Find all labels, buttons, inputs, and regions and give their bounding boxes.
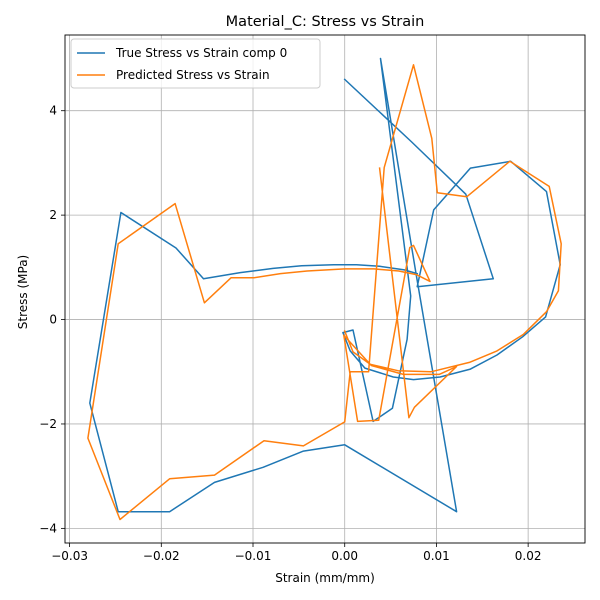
y-tick-label: 0	[49, 313, 57, 327]
y-tick-label: 4	[49, 104, 57, 118]
grid	[65, 35, 585, 543]
plot-lines	[87, 57, 562, 521]
legend-label-true: True Stress vs Strain comp 0	[115, 46, 287, 60]
legend-label-predicted: Predicted Stress vs Strain	[116, 68, 270, 82]
legend: True Stress vs Strain comp 0 Predicted S…	[70, 38, 321, 89]
x-tick-label: −0.03	[51, 549, 88, 563]
axis-ticks: −0.03 −0.02 −0.01 0.00 0.01 0.02 −4 −2 0 2 4	[39, 104, 541, 563]
y-axis-label: Stress (MPa)	[16, 255, 30, 329]
legend-box	[70, 38, 321, 89]
x-tick-label: −0.01	[235, 549, 272, 563]
x-tick-label: 0.00	[331, 549, 358, 563]
x-axis-label: Strain (mm/mm)	[275, 571, 375, 585]
series-line-predicted-stress	[87, 64, 562, 521]
x-tick-label: −0.02	[143, 549, 180, 563]
y-tick-label: −2	[39, 417, 57, 431]
y-tick-label: 2	[49, 208, 57, 222]
y-tick-label: −4	[39, 521, 57, 535]
chart-title: Material_C: Stress vs Strain	[226, 14, 425, 30]
x-tick-label: 0.01	[423, 549, 450, 563]
x-tick-label: 0.02	[515, 549, 542, 563]
plot-frame	[64, 34, 586, 544]
